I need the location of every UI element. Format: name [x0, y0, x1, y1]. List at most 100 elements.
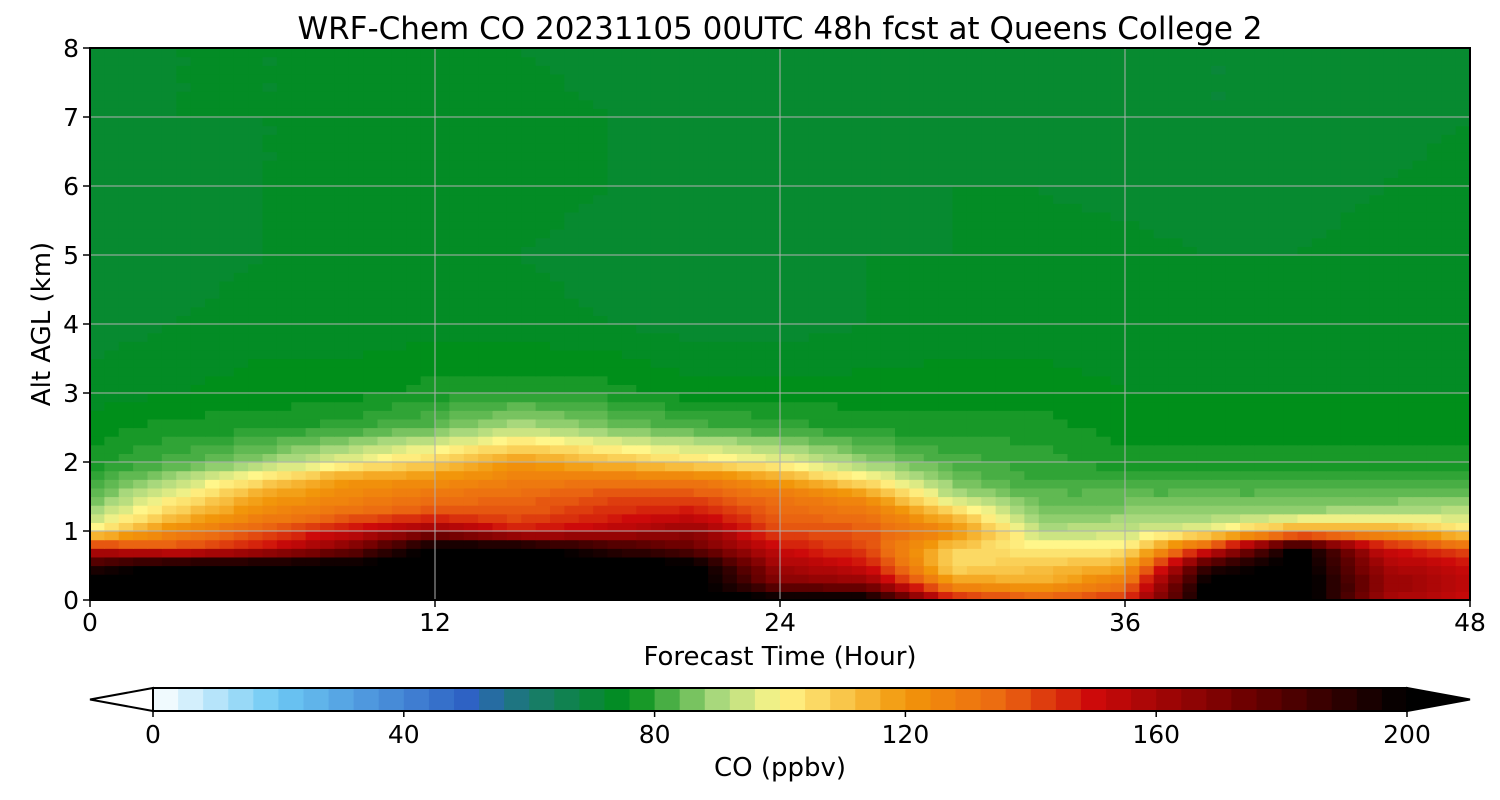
- field-cell: [1297, 582, 1313, 592]
- field-cell: [1369, 341, 1385, 351]
- field-cell: [593, 453, 609, 463]
- field-cell: [420, 582, 436, 592]
- field-cell: [966, 324, 982, 334]
- field-cell: [1096, 272, 1112, 282]
- field-cell: [1168, 487, 1184, 498]
- field-cell: [1340, 160, 1356, 170]
- field-cell: [248, 177, 264, 187]
- field-cell: [363, 410, 379, 420]
- field-cell: [1455, 410, 1470, 420]
- field-cell: [923, 186, 939, 196]
- field-cell: [1398, 384, 1414, 394]
- field-cell: [118, 186, 134, 196]
- field-cell: [708, 556, 724, 567]
- field-cell: [1412, 367, 1428, 377]
- field-cell: [1168, 479, 1184, 489]
- field-cell: [147, 444, 163, 454]
- field-cell: [363, 332, 379, 342]
- field-cell: [435, 229, 450, 239]
- field-cell: [420, 574, 436, 584]
- field-cell: [291, 418, 307, 429]
- field-cell: [1297, 263, 1313, 273]
- field-cell: [1125, 548, 1140, 558]
- field-cell: [693, 574, 709, 584]
- field-cell: [607, 203, 623, 213]
- field-cell: [823, 453, 839, 463]
- field-cell: [1311, 565, 1327, 575]
- field-cell: [1383, 375, 1399, 385]
- field-cell: [1110, 582, 1126, 592]
- field-cell: [736, 341, 752, 351]
- field-cell: [823, 367, 839, 377]
- field-cell: [650, 401, 666, 411]
- field-cell: [995, 263, 1011, 273]
- field-cell: [966, 453, 982, 463]
- field-cell: [808, 436, 824, 446]
- field-cell: [938, 160, 954, 170]
- field-cell: [808, 539, 824, 549]
- field-cell: [363, 582, 379, 592]
- field-cell: [90, 574, 105, 584]
- field-cell: [305, 324, 321, 334]
- field-cell: [981, 556, 997, 567]
- field-cell: [923, 513, 939, 523]
- field-cell: [133, 410, 149, 420]
- field-cell: [305, 582, 321, 592]
- field-cell: [1010, 444, 1025, 454]
- field-cell: [161, 194, 177, 204]
- field-cell: [363, 548, 379, 558]
- field-cell: [952, 427, 968, 437]
- field-cell: [693, 462, 709, 472]
- field-cell: [233, 280, 249, 291]
- field-cell: [104, 280, 120, 291]
- field-cell: [506, 556, 522, 567]
- field-cell: [262, 470, 278, 480]
- field-cell: [665, 255, 680, 265]
- field-cell: [1426, 375, 1442, 385]
- field-cell: [578, 349, 594, 360]
- field-cell: [262, 393, 278, 403]
- field-cell: [118, 582, 134, 592]
- field-cell: [708, 358, 724, 368]
- field-cell: [363, 591, 379, 600]
- field-cell: [780, 358, 795, 368]
- field-cell: [966, 306, 982, 316]
- field-cell: [1398, 556, 1414, 567]
- field-cell: [636, 453, 652, 463]
- field-cell: [1196, 349, 1212, 360]
- field-cell: [478, 375, 494, 385]
- field-cell: [1225, 358, 1241, 368]
- field-cell: [363, 487, 379, 498]
- field-cell: [147, 246, 163, 256]
- field-cell: [1441, 436, 1457, 446]
- field-cell: [291, 539, 307, 549]
- field-cell: [564, 255, 580, 265]
- field-cell: [233, 418, 249, 429]
- field-cell: [636, 539, 652, 549]
- field-cell: [1383, 211, 1399, 222]
- field-cell: [104, 375, 120, 385]
- field-cell: [219, 444, 235, 454]
- field-cell: [1110, 565, 1126, 575]
- field-cell: [205, 349, 220, 360]
- field-cell: [880, 211, 896, 222]
- field-cell: [621, 591, 637, 600]
- field-cell: [1110, 349, 1126, 360]
- field-cell: [1340, 531, 1356, 541]
- field-cell: [895, 160, 910, 170]
- field-cell: [492, 453, 508, 463]
- field-cell: [1412, 401, 1428, 411]
- field-cell: [1426, 470, 1442, 480]
- field-cell: [118, 470, 134, 480]
- field-cell: [621, 487, 637, 498]
- field-cell: [478, 341, 494, 351]
- field-cell: [1125, 582, 1140, 592]
- field-cell: [1412, 548, 1428, 558]
- field-cell: [578, 375, 594, 385]
- field-cell: [291, 367, 307, 377]
- field-cell: [621, 168, 637, 178]
- field-cell: [90, 384, 105, 394]
- field-cell: [578, 194, 594, 204]
- field-cell: [679, 324, 695, 334]
- field-cell: [334, 401, 350, 411]
